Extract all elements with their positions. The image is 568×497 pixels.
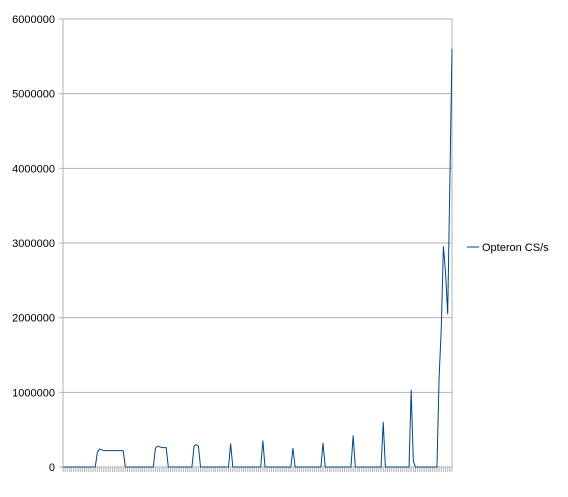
y-tick-label: 1000000	[12, 387, 55, 399]
x-axis-ticks	[62, 467, 453, 472]
legend-label: Opteron CS/s	[482, 242, 549, 254]
y-tick-label: 0	[49, 462, 55, 474]
y-tick-label: 2000000	[12, 313, 55, 325]
y-tick-label: 5000000	[12, 89, 55, 101]
legend: Opteron CS/s	[467, 242, 549, 254]
series-line	[63, 48, 453, 468]
y-tick-label: 6000000	[12, 14, 55, 26]
y-axis-tick-labels: 0 1000000 2000000 3000000 4000000 5000000 6000…	[12, 14, 55, 474]
series-lines	[63, 48, 453, 468]
y-tick-label: 3000000	[12, 238, 55, 250]
y-tick-label: 4000000	[12, 163, 55, 175]
gridlines	[63, 18, 452, 393]
